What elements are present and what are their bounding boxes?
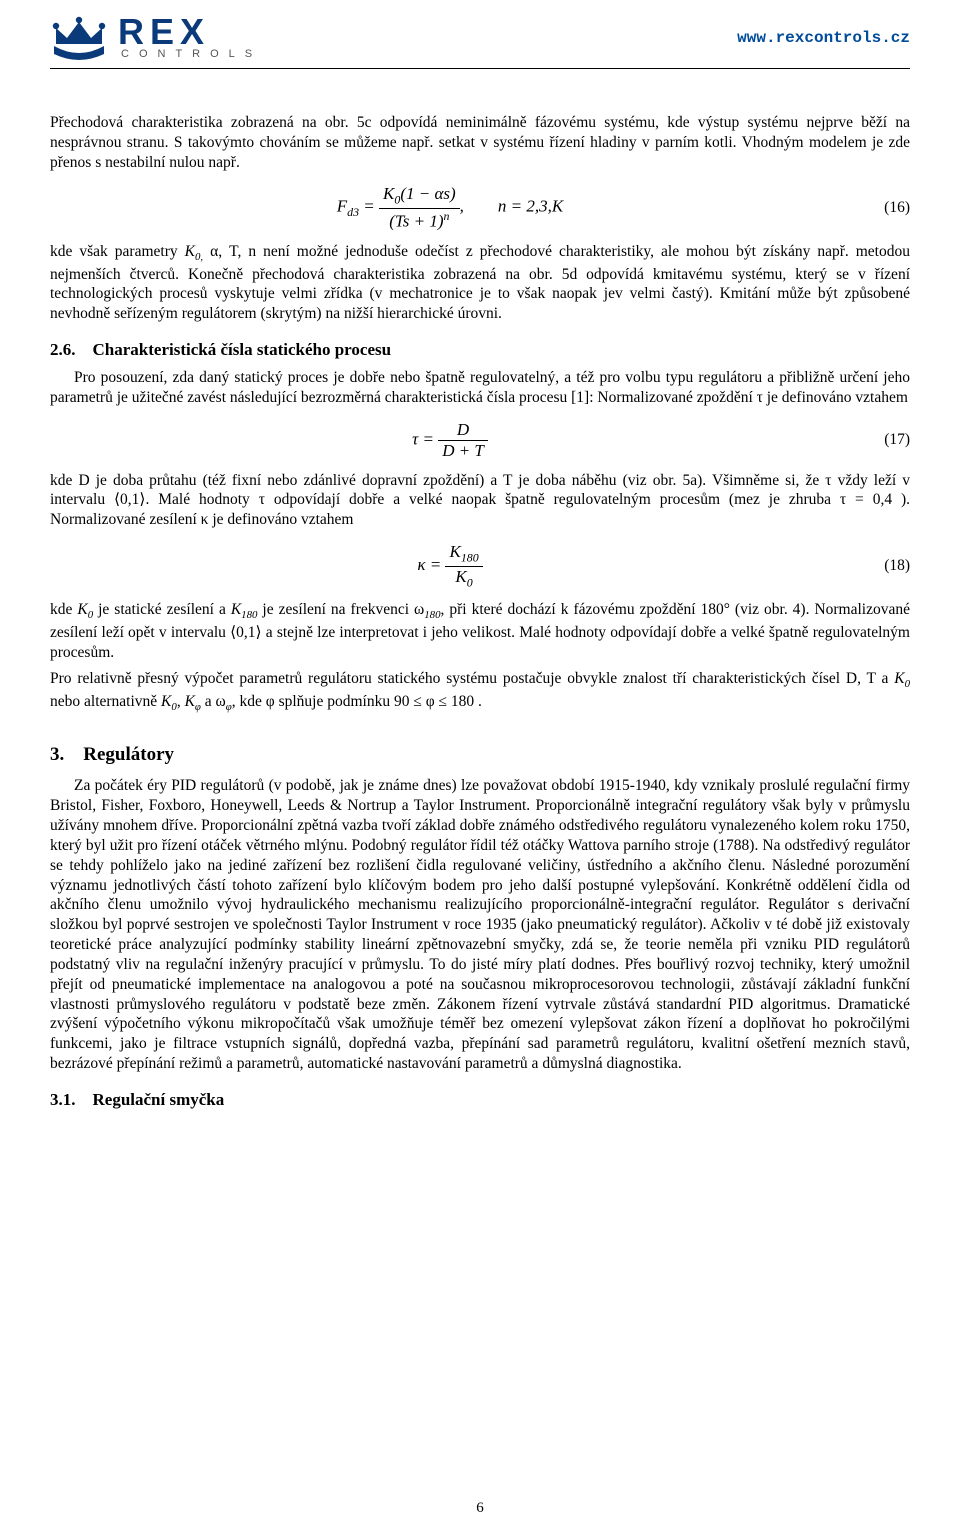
equation-16: Fd3 = K0(1 − αs) (Ts + 1)n , n = 2,3,K (…	[50, 184, 910, 231]
equation-16-content: Fd3 = K0(1 − αs) (Ts + 1)n , n = 2,3,K	[337, 184, 563, 231]
eq17-num: D	[438, 420, 488, 440]
p2-K0: K	[185, 243, 195, 260]
page-header: REX CONTROLS www.rexcontrols.cz	[50, 14, 910, 69]
eq18-number: (18)	[850, 557, 910, 575]
eq16-num-k: K	[383, 184, 394, 203]
eq17-lhs: τ =	[412, 429, 438, 448]
eq16-den-exp: n	[444, 209, 450, 223]
eq18-den-k: K	[455, 567, 466, 586]
paragraph-3: Za počátek éry PID regulátorů (v podobě,…	[50, 776, 910, 1073]
p4b: . Malé hodnoty τ odpovídají dobře a velk…	[50, 491, 910, 528]
p6-Kphi: K	[185, 693, 195, 710]
p6-K0-sub: 0	[905, 678, 910, 690]
p6d: , kde φ splňuje podmínku 90 ≤ φ ≤ 180 .	[232, 693, 482, 710]
p5b: je statické zesílení a	[93, 601, 231, 618]
eq16-number: (16)	[850, 199, 910, 217]
equation-18-content: κ = K180 K0	[417, 542, 482, 590]
eq16-eq: =	[359, 197, 379, 216]
heading-2-6: 2.6. Charakteristická čísla statického p…	[50, 340, 910, 360]
paragraph-2-6-d: Pro relativně přesný výpočet parametrů r…	[50, 669, 910, 715]
eq17-number: (17)	[850, 431, 910, 449]
eq16-lhs: F	[337, 197, 347, 216]
eq18-num-k: K	[449, 542, 460, 561]
logo-controls-text: CONTROLS	[118, 50, 262, 60]
logo-text: REX CONTROLS	[118, 16, 262, 60]
eq16-comma: ,	[460, 197, 498, 216]
site-url[interactable]: www.rexcontrols.cz	[737, 29, 910, 47]
heading-3: 3. Regulátory	[50, 744, 910, 766]
equation-17: τ = D D + T (17)	[50, 420, 910, 461]
equation-18: κ = K180 K0 (18)	[50, 542, 910, 590]
logo-block: REX CONTROLS	[50, 14, 262, 62]
paragraph-2-6-c: kde K0 je statické zesílení a K180 je ze…	[50, 600, 910, 663]
p2-K0-sub: 0,	[195, 251, 203, 263]
eq16-den-base: (Ts + 1)	[389, 212, 443, 231]
page-number: 6	[0, 1500, 960, 1517]
heading-3-1: 3.1. Regulační smyčka	[50, 1090, 910, 1110]
p6a: Pro relativně přesný výpočet parametrů r…	[50, 670, 894, 687]
p5-K180-sub: 180	[241, 609, 257, 621]
logo-crown-icon	[50, 14, 108, 62]
logo-rex-text: REX	[118, 16, 262, 48]
p4-interval: ⟨0,1⟩	[114, 491, 145, 508]
eq18-den-sub: 0	[467, 575, 473, 589]
equation-17-content: τ = D D + T	[412, 420, 488, 461]
p6-K0b: K	[161, 693, 171, 710]
p5a: kde	[50, 601, 77, 618]
p5-w180-sub: 180	[424, 609, 440, 621]
p6-K0: K	[894, 670, 904, 687]
p5-K180: K	[231, 601, 241, 618]
p5-K0: K	[77, 601, 87, 618]
p6b: nebo alternativně	[50, 693, 161, 710]
p6c: a ω	[201, 693, 226, 710]
p5c: je zesílení na frekvenci ω	[257, 601, 424, 618]
eq18-lhs: κ =	[417, 555, 445, 574]
p2a: kde však parametry	[50, 243, 185, 260]
eq17-den: D + T	[438, 440, 488, 461]
paragraph-2-6-a: Pro posouzení, zda daný statický proces …	[50, 368, 910, 408]
eq16-lhs-sub: d3	[347, 205, 359, 219]
paragraph-intro: Přechodová charakteristika zobrazená na …	[50, 113, 910, 172]
eq18-num-sub: 180	[461, 551, 479, 565]
paragraph-2-6-b: kde D je doba průtahu (též fixní nebo zd…	[50, 471, 910, 530]
paragraph-after-eq16: kde však parametry K0, α, T, n není možn…	[50, 242, 910, 324]
eq16-num-rest: (1 − αs)	[400, 184, 455, 203]
p5-interval: ⟨0,1⟩	[230, 624, 261, 641]
page: REX CONTROLS www.rexcontrols.cz Přechodo…	[0, 0, 960, 1533]
p6-comma1: ,	[177, 693, 185, 710]
eq16-cond: n = 2,3,K	[498, 197, 563, 216]
